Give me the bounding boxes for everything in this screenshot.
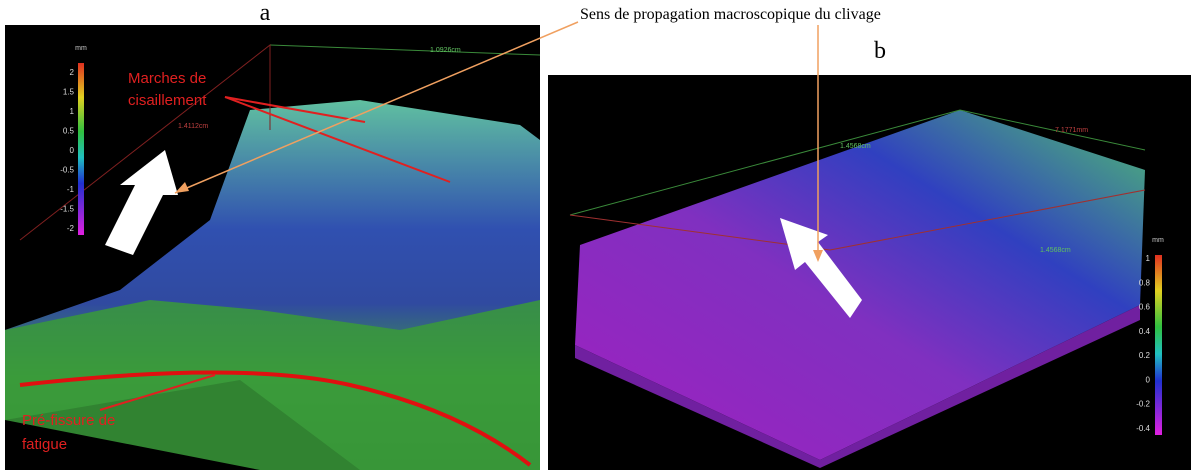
- callout-text: fatigue: [22, 436, 67, 453]
- box-edge: [569, 109, 1146, 216]
- colorbar-tick-label: 0.6: [1139, 303, 1151, 312]
- annotation-arrowhead: [813, 250, 823, 262]
- dimension-label: 7.1771mm: [1055, 127, 1088, 134]
- dimension-label: 1.4112cm: [178, 123, 208, 130]
- colorbar-ticks: 1 0.8 0.6 0.4 0.2 0 -0.2 -0.4: [1136, 254, 1150, 433]
- panel-a: mm 2 1.5 1 0.5 0 -0.5 -1 -1.5 -2 Marches de cisa…: [5, 0, 541, 470]
- surface: [575, 110, 1145, 460]
- colorbar-tick-label: 0.4: [1139, 327, 1151, 336]
- colorbar-tick-label: 1: [1146, 254, 1151, 263]
- colorbar-unit: mm: [1152, 237, 1164, 244]
- colorbar-tick-label: -1.5: [60, 205, 74, 214]
- box-edge: [569, 189, 1146, 251]
- callout-arrow: [224, 96, 366, 123]
- colorbar-tick-label: -0.5: [60, 166, 74, 175]
- colorbar-tick-label: 1: [70, 107, 75, 116]
- surface-front: [5, 300, 540, 470]
- colorbar: [1155, 255, 1162, 435]
- callout-text: cisaillement: [128, 92, 207, 109]
- colorbar-tick-label: 0: [1146, 375, 1151, 384]
- propagation-arrow: [780, 218, 862, 318]
- colorbar-tick-label: 0.2: [1139, 351, 1151, 360]
- colorbar-unit: mm: [75, 45, 87, 52]
- colorbar: [78, 63, 84, 235]
- colorbar-tick-label: 0: [70, 146, 75, 155]
- propagation-arrow: [105, 150, 178, 255]
- colorbar-tick-label: -1: [67, 185, 75, 194]
- colorbar-ticks: 2 1.5 1 0.5 0 -0.5 -1 -1.5 -2: [60, 68, 74, 233]
- dimension-label: 1.4568cm: [840, 143, 871, 150]
- box-edge: [19, 43, 271, 241]
- panel-label: a: [260, 0, 271, 26]
- panel-b: mm 1 0.8 0.6 0.4 0.2 0 -0.2 -0.4 7.1771mm 1.456…: [548, 38, 1191, 470]
- dimension-label: 1.0926cm: [430, 47, 461, 54]
- colorbar-tick-label: -0.4: [1136, 424, 1150, 433]
- colorbar-tick-label: 1.5: [63, 88, 75, 97]
- colorbar-tick-label: 0.8: [1139, 278, 1151, 287]
- colorbar-tick-label: -0.2: [1136, 400, 1150, 409]
- colorbar-tick-label: -2: [67, 224, 75, 233]
- box-edge: [269, 44, 541, 56]
- annotation-leader: [174, 21, 579, 194]
- dimension-label: 1.4568cm: [1040, 247, 1071, 254]
- colorbar-tick-label: 0.5: [63, 127, 75, 136]
- annotation-text: Sens de propagation macroscopique du cli…: [580, 6, 881, 23]
- callout-arrow: [224, 96, 451, 183]
- callout-text: Marches de: [128, 70, 206, 87]
- callout-arrow: [99, 374, 216, 411]
- crack-front: [19, 370, 532, 467]
- callout-text: Pré-fissure de: [22, 412, 115, 429]
- colorbar-tick-label: 2: [70, 68, 75, 77]
- panel-label: b: [874, 38, 886, 64]
- annotation-arrowhead: [175, 182, 189, 193]
